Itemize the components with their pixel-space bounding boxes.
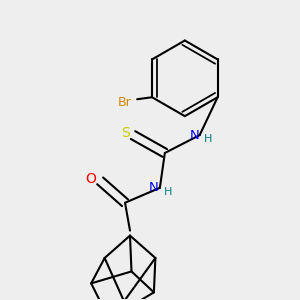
Text: N: N bbox=[149, 181, 159, 194]
Text: N: N bbox=[190, 129, 200, 142]
Text: H: H bbox=[203, 134, 212, 144]
Text: O: O bbox=[86, 172, 97, 186]
Text: Br: Br bbox=[117, 96, 131, 109]
Text: H: H bbox=[164, 187, 172, 197]
Text: S: S bbox=[121, 126, 129, 140]
